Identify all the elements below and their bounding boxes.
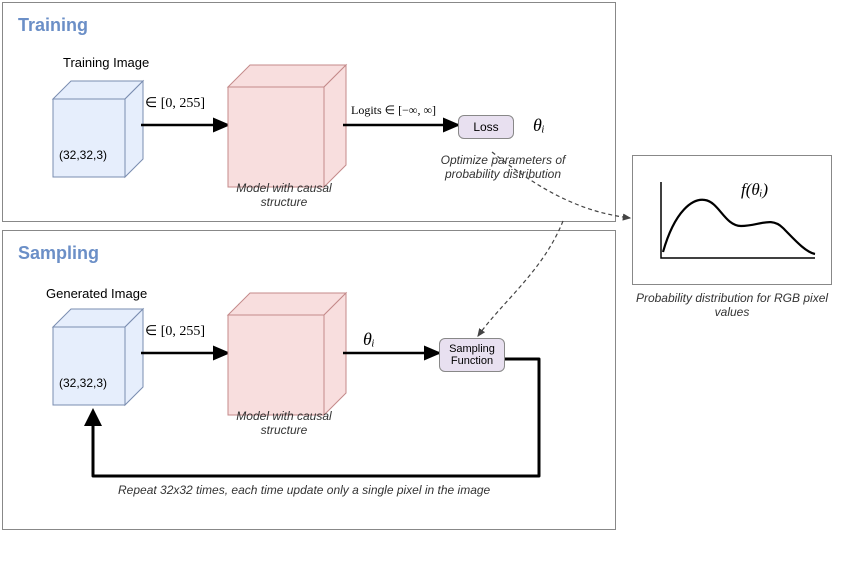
sampling-function-box: Sampling Function: [439, 338, 505, 372]
sampling-model-caption: Model with causal structure: [229, 409, 339, 437]
loss-label: Loss: [473, 120, 498, 134]
training-input-cube: (32,32,3): [53, 81, 145, 179]
distribution-panel: f(θᵢ): [632, 155, 832, 285]
training-panel: Training Training Image (32,32,3) ∈ [0, …: [2, 2, 616, 222]
generated-image-label: Generated Image: [46, 286, 147, 301]
training-logits-label: Logits ∈ [−∞, ∞]: [351, 103, 436, 118]
training-title: Training: [18, 15, 88, 36]
sampling-model-cube: [228, 293, 348, 417]
training-model-cube: [228, 65, 348, 189]
sampling-title: Sampling: [18, 243, 99, 264]
distribution-plot: [633, 156, 831, 284]
training-model-caption: Model with causal structure: [229, 181, 339, 209]
svg-text:(32,32,3): (32,32,3): [59, 376, 107, 390]
training-range-label: ∈ [0, 255]: [145, 95, 205, 112]
loss-box: Loss: [458, 115, 514, 139]
feedback-caption: Repeat 32x32 times, each time update onl…: [118, 483, 518, 497]
sampling-function-label: Sampling Function: [442, 343, 502, 367]
sampling-input-cube: (32,32,3): [53, 309, 145, 407]
sampling-theta-label: θᵢ: [363, 329, 375, 350]
optimize-caption: Optimize parameters of probability distr…: [413, 153, 593, 181]
distribution-caption: Probability distribution for RGB pixel v…: [632, 291, 832, 319]
training-image-label: Training Image: [63, 55, 149, 70]
sampling-range-label: ∈ [0, 255]: [145, 323, 205, 340]
sampling-panel: Sampling Generated Image (32,32,3) ∈ [0,…: [2, 230, 616, 530]
svg-text:(32,32,3): (32,32,3): [59, 148, 107, 162]
training-theta-label: θᵢ: [533, 115, 545, 136]
